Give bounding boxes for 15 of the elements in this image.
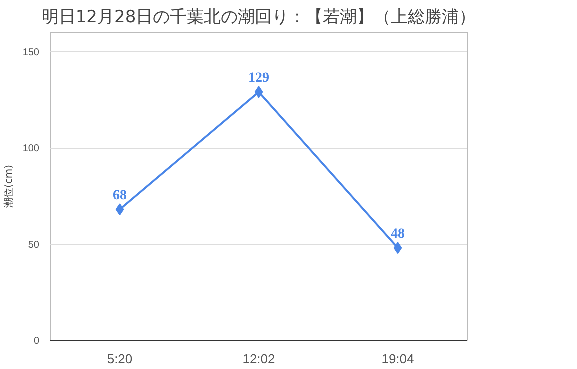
y-tick-label: 100 — [22, 144, 40, 154]
y-tick-label: 150 — [22, 47, 40, 58]
y-tick-label: 0 — [34, 336, 40, 347]
y-tick-label: 50 — [28, 240, 40, 251]
chart-title: 明日12月28日の千葉北の潮回り：【若潮】（上総勝浦） — [42, 8, 476, 28]
point — [116, 204, 124, 216]
point — [254, 86, 264, 98]
x-tick-label: 19:04 — [382, 352, 414, 366]
x-tick-label: 12:02 — [242, 352, 276, 366]
data-label: 129 — [248, 71, 270, 86]
data-label: 68 — [113, 188, 127, 204]
x-tick-label: 5:20 — [107, 352, 133, 366]
data-label: 48 — [391, 227, 405, 242]
point — [394, 242, 402, 254]
y-axis-title: 潮位(cm) — [2, 164, 15, 208]
